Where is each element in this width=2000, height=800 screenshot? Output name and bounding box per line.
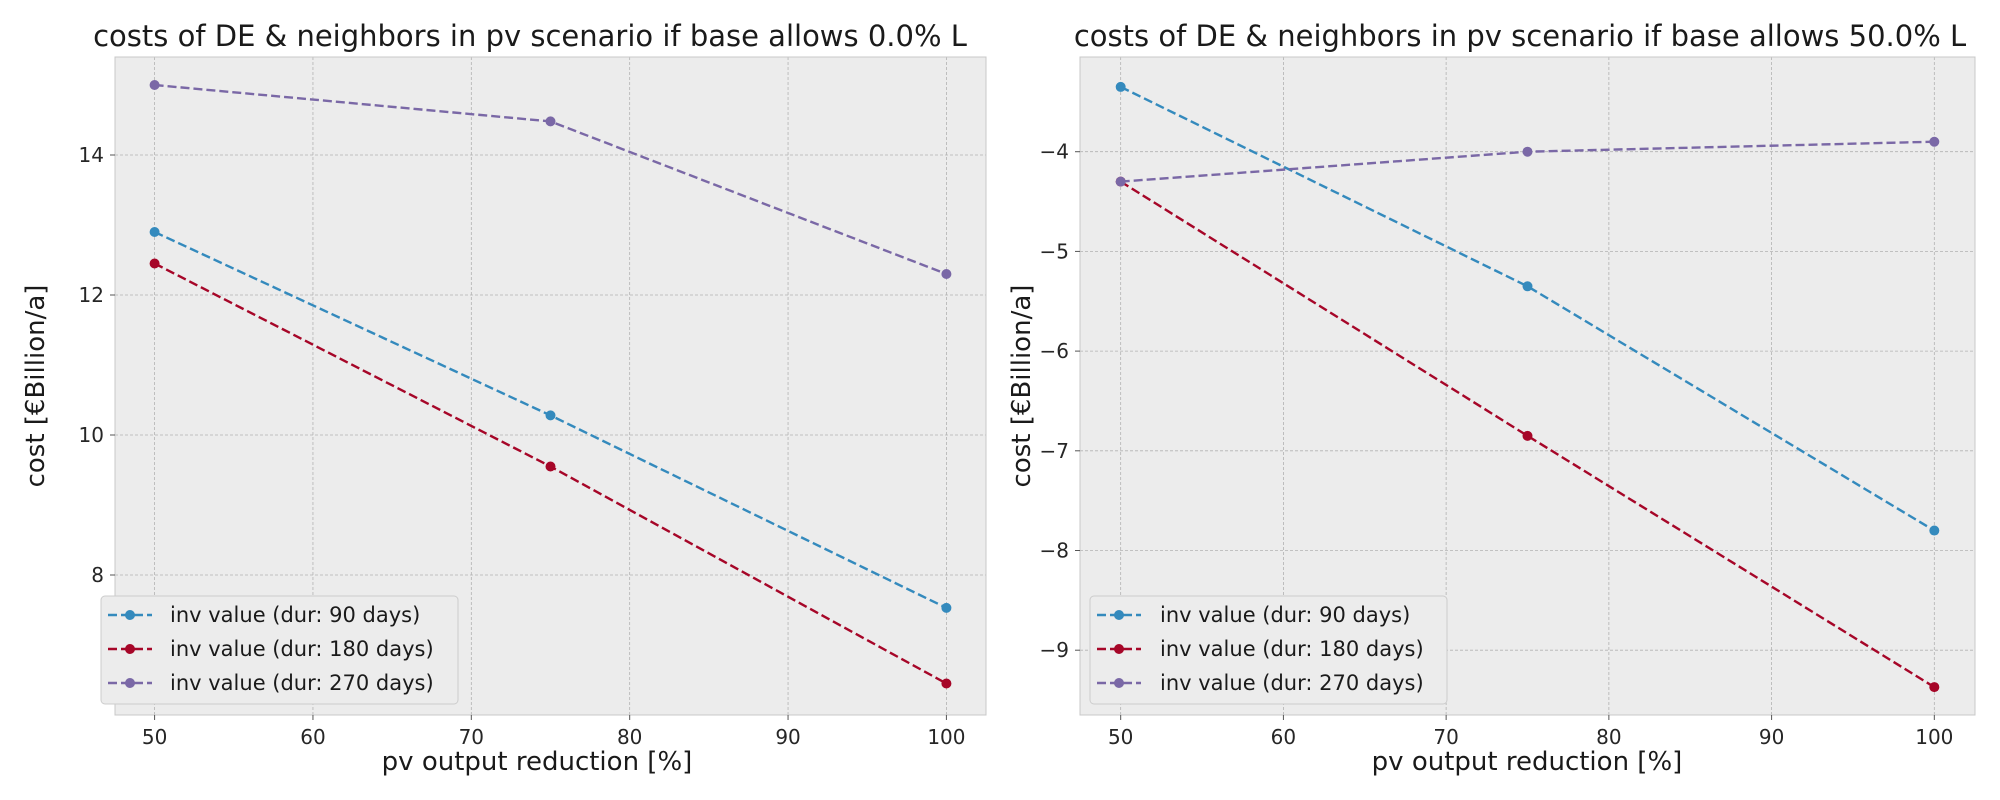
chart-title: costs of DE & neighbors in pv scenario i… — [1074, 19, 1966, 53]
plot-frame — [114, 56, 987, 716]
series-line — [1120, 180, 1935, 689]
legend-item: inv value (dur: 90 days) — [108, 603, 420, 627]
legend-item: inv value (dur: 270 days) — [108, 671, 434, 695]
y-tick-label: −9 — [1040, 638, 1069, 662]
y-tick-label: 14 — [79, 143, 104, 167]
legend-item: inv value (dur: 180 days) — [1097, 637, 1424, 661]
legend-item: inv value (dur: 270 days) — [1097, 671, 1424, 695]
y-tick-label: −7 — [1040, 439, 1069, 463]
data-point — [941, 678, 952, 689]
legend: inv value (dur: 90 days) inv value (dur:… — [1089, 595, 1448, 705]
legend: inv value (dur: 90 days) inv value (dur:… — [100, 595, 459, 705]
y-tick-label: −5 — [1040, 239, 1069, 263]
x-tick-label: 70 — [459, 725, 484, 749]
chart-right: costs of DE & neighbors in pv scenario i… — [1007, 19, 1976, 777]
legend-box — [1089, 595, 1448, 705]
data-point — [1522, 430, 1533, 441]
chart-left: costs of DE & neighbors in pv scenario i… — [21, 19, 987, 777]
y-axis-label: cost [€Billion/a] — [1007, 285, 1037, 488]
y-tick-label: −4 — [1040, 140, 1069, 164]
legend-label: inv value (dur: 180 days) — [170, 637, 434, 661]
legend-marker — [1114, 678, 1124, 688]
x-tick-label: 50 — [142, 725, 167, 749]
x-tick-label: 90 — [1759, 725, 1784, 749]
data-point — [1115, 176, 1126, 187]
data-point — [149, 258, 160, 269]
legend-box — [100, 595, 459, 705]
data-point — [545, 410, 556, 421]
legend-marker — [125, 644, 135, 654]
y-tick-label: −6 — [1040, 339, 1069, 363]
data-point — [149, 80, 160, 90]
data-point — [1929, 682, 1940, 693]
y-axis-label: cost [€Billion/a] — [21, 285, 51, 488]
x-tick-label: 100 — [927, 725, 965, 749]
legend-label: inv value (dur: 90 days) — [1160, 603, 1410, 627]
x-tick-label: 70 — [1433, 725, 1458, 749]
series-line — [1120, 85, 1935, 532]
legend-item: inv value (dur: 90 days) — [1097, 603, 1410, 627]
data-point — [1522, 146, 1533, 157]
legend-label: inv value (dur: 180 days) — [1160, 637, 1424, 661]
legend-marker — [1114, 644, 1124, 654]
data-point — [1115, 81, 1126, 92]
x-tick-label: 60 — [1271, 725, 1296, 749]
data-point — [545, 461, 556, 472]
x-tick-label: 90 — [775, 725, 800, 749]
legend-label: inv value (dur: 270 days) — [1160, 671, 1424, 695]
data-point — [941, 269, 952, 279]
x-tick-label: 50 — [1108, 725, 1133, 749]
data-point — [1929, 525, 1940, 536]
data-point — [149, 227, 160, 237]
legend-marker — [125, 678, 135, 688]
legend-label: inv value (dur: 270 days) — [170, 671, 434, 695]
plot-frame — [1079, 56, 1976, 716]
x-tick-label: 80 — [1596, 725, 1621, 749]
legend-label: inv value (dur: 90 days) — [170, 603, 420, 627]
y-tick-label: 12 — [79, 283, 104, 307]
x-axis-label: pv output reduction [%] — [1372, 747, 1683, 777]
x-tick-label: 80 — [617, 725, 642, 749]
chart-title: costs of DE & neighbors in pv scenario i… — [93, 19, 967, 53]
data-point — [1522, 281, 1533, 292]
legend-marker — [125, 610, 135, 620]
y-tick-label: 8 — [91, 563, 104, 587]
x-axis-label: pv output reduction [%] — [382, 747, 693, 777]
legend-item: inv value (dur: 180 days) — [108, 637, 434, 661]
y-tick-label: −8 — [1040, 539, 1069, 563]
x-tick-label: 100 — [1915, 725, 1953, 749]
data-point — [545, 116, 556, 127]
y-tick-label: 10 — [79, 423, 104, 447]
legend-marker — [1114, 610, 1124, 620]
data-point — [941, 602, 952, 613]
x-tick-label: 60 — [300, 725, 325, 749]
data-point — [1929, 136, 1940, 147]
